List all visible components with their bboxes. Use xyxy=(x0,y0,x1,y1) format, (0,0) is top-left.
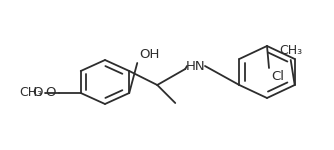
Text: O: O xyxy=(45,87,56,99)
Text: CH₃: CH₃ xyxy=(20,87,43,99)
Text: OH: OH xyxy=(139,48,160,61)
Text: HN: HN xyxy=(186,60,206,72)
Text: Cl: Cl xyxy=(271,70,284,83)
Text: methoxy: methoxy xyxy=(45,92,51,94)
Text: O: O xyxy=(32,87,43,99)
Text: CH₃: CH₃ xyxy=(279,44,302,57)
